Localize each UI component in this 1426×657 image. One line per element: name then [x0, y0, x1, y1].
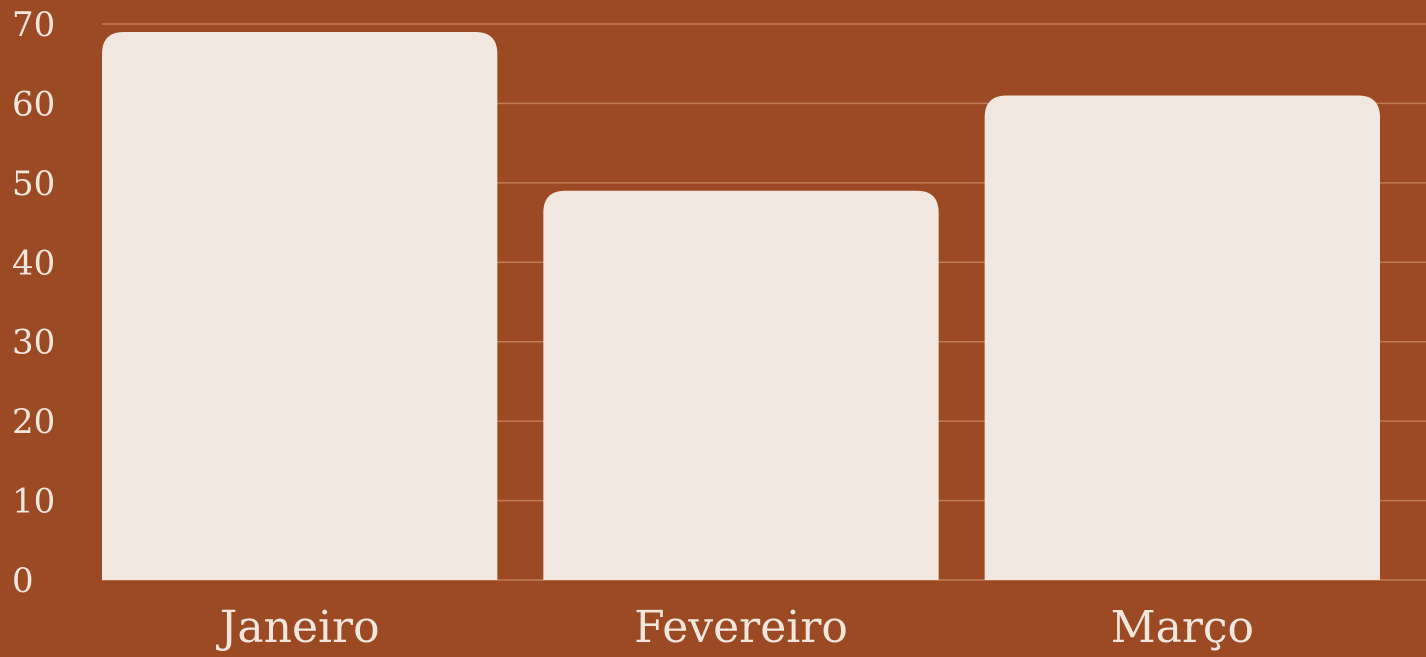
y-axis-tick-labels: 0 10 20 30 40 50 60 70	[12, 5, 55, 601]
y-tick-label: 70	[12, 5, 55, 45]
bars	[102, 31, 1380, 581]
x-category-label: Março	[1111, 602, 1254, 653]
bar-março	[984, 95, 1380, 580]
y-tick-label: 40	[12, 243, 55, 283]
y-tick-label: 50	[12, 164, 55, 204]
y-tick-label: 10	[12, 482, 55, 522]
y-tick-label: 20	[12, 402, 55, 442]
bar-fevereiro	[543, 190, 939, 581]
x-axis-category-labels: Janeiro Fevereiro Março	[216, 602, 1254, 653]
y-tick-label: 0	[12, 561, 34, 601]
x-category-label: Fevereiro	[634, 602, 848, 653]
x-category-label: Janeiro	[216, 602, 380, 653]
y-tick-label: 60	[12, 84, 55, 124]
bar-janeiro	[102, 31, 498, 580]
y-tick-label: 30	[12, 323, 55, 363]
